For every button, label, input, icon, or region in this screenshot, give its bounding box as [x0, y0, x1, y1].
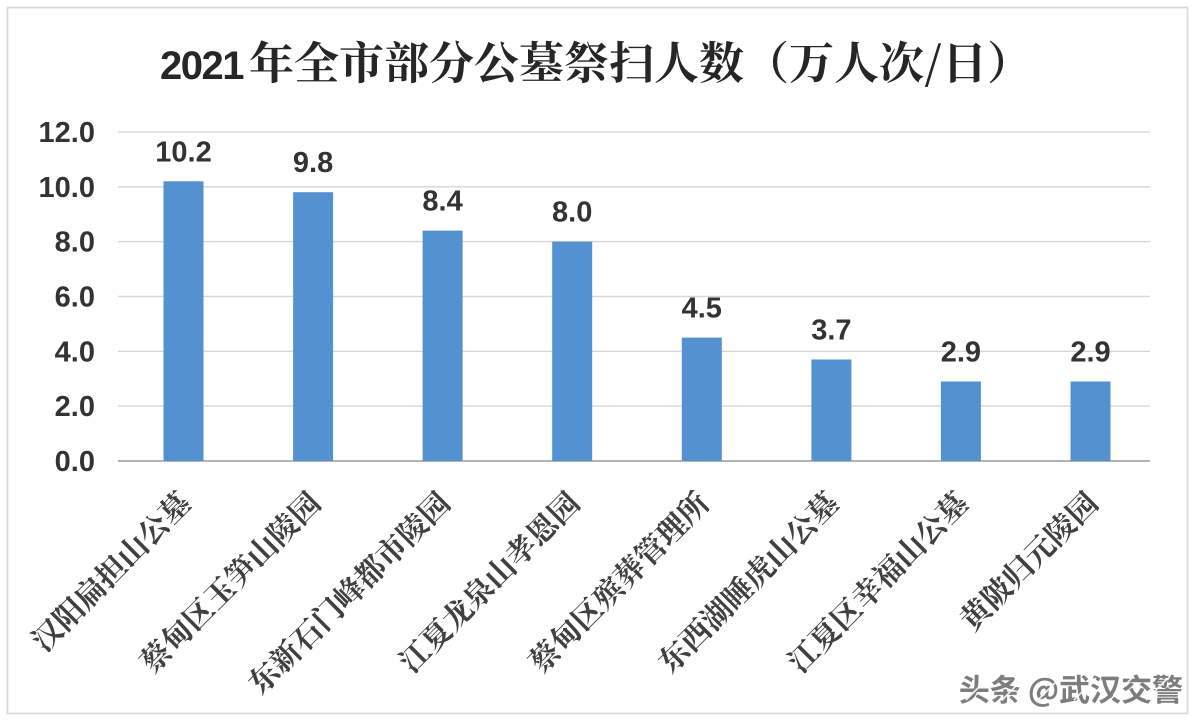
- svg-text:8.4: 8.4: [422, 186, 462, 218]
- svg-text:4.0: 4.0: [55, 336, 95, 368]
- svg-text:8.0: 8.0: [55, 227, 95, 259]
- svg-text:10.0: 10.0: [39, 172, 95, 204]
- svg-text:12.0: 12.0: [39, 117, 95, 149]
- svg-text:2.0: 2.0: [55, 391, 95, 423]
- svg-text:9.8: 9.8: [293, 147, 333, 179]
- svg-text:8.0: 8.0: [552, 197, 592, 229]
- svg-text:6.0: 6.0: [55, 281, 95, 313]
- svg-text:2.9: 2.9: [941, 337, 981, 369]
- svg-text:2.9: 2.9: [1070, 337, 1110, 369]
- svg-text:10.2: 10.2: [155, 136, 211, 168]
- svg-text:0.0: 0.0: [55, 446, 95, 478]
- svg-text:4.5: 4.5: [682, 293, 722, 325]
- svg-text:3.7: 3.7: [811, 315, 851, 347]
